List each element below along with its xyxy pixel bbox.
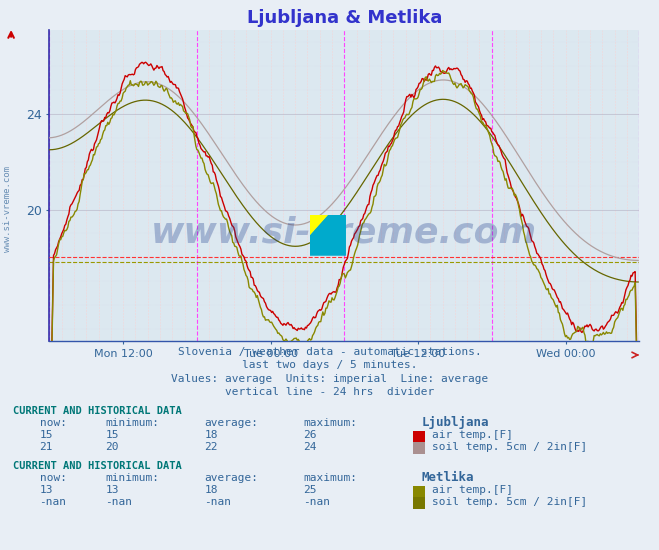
Text: 18: 18 — [204, 485, 217, 496]
Text: CURRENT AND HISTORICAL DATA: CURRENT AND HISTORICAL DATA — [13, 460, 182, 471]
Text: air temp.[F]: air temp.[F] — [432, 485, 513, 496]
Text: -nan: -nan — [105, 497, 132, 507]
Text: 24: 24 — [303, 442, 316, 452]
Text: now:: now: — [40, 473, 67, 483]
Text: www.si-vreme.com: www.si-vreme.com — [3, 166, 13, 252]
Text: minimum:: minimum: — [105, 418, 159, 428]
Text: Ljubljana: Ljubljana — [422, 416, 489, 429]
Text: 25: 25 — [303, 485, 316, 496]
Text: 18: 18 — [204, 430, 217, 441]
Text: soil temp. 5cm / 2in[F]: soil temp. 5cm / 2in[F] — [432, 497, 587, 507]
Text: 13: 13 — [40, 485, 53, 496]
Text: -nan: -nan — [303, 497, 330, 507]
Text: 13: 13 — [105, 485, 119, 496]
Text: 15: 15 — [105, 430, 119, 441]
Text: average:: average: — [204, 418, 258, 428]
Title: Ljubljana & Metlika: Ljubljana & Metlika — [246, 9, 442, 28]
Text: minimum:: minimum: — [105, 473, 159, 483]
Text: average:: average: — [204, 473, 258, 483]
Text: Metlika: Metlika — [422, 471, 474, 484]
Text: now:: now: — [40, 418, 67, 428]
Text: last two days / 5 minutes.: last two days / 5 minutes. — [242, 360, 417, 371]
Text: CURRENT AND HISTORICAL DATA: CURRENT AND HISTORICAL DATA — [13, 405, 182, 416]
Text: 21: 21 — [40, 442, 53, 452]
Text: -nan: -nan — [40, 497, 67, 507]
Text: Values: average  Units: imperial  Line: average: Values: average Units: imperial Line: av… — [171, 374, 488, 384]
Text: 20: 20 — [105, 442, 119, 452]
Text: -nan: -nan — [204, 497, 231, 507]
Text: air temp.[F]: air temp.[F] — [432, 430, 513, 441]
Polygon shape — [310, 214, 346, 256]
Text: maximum:: maximum: — [303, 418, 357, 428]
Text: vertical line - 24 hrs  divider: vertical line - 24 hrs divider — [225, 387, 434, 397]
Text: maximum:: maximum: — [303, 473, 357, 483]
Text: www.si-vreme.com: www.si-vreme.com — [152, 215, 537, 249]
Text: soil temp. 5cm / 2in[F]: soil temp. 5cm / 2in[F] — [432, 442, 587, 452]
Polygon shape — [310, 214, 328, 235]
Text: 22: 22 — [204, 442, 217, 452]
Text: Slovenia / weather data - automatic stations.: Slovenia / weather data - automatic stat… — [178, 346, 481, 357]
Text: 15: 15 — [40, 430, 53, 441]
Text: 26: 26 — [303, 430, 316, 441]
